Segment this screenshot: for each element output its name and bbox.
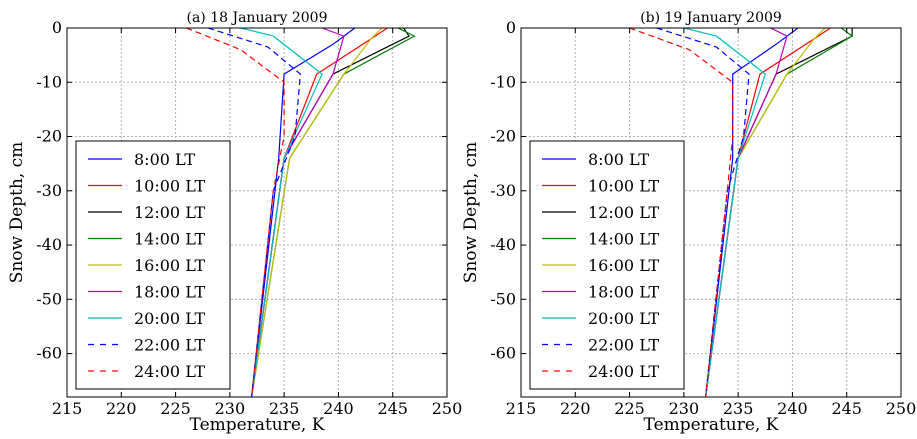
series-line-2000lt — [240, 28, 323, 397]
x-tick-label: 245 — [377, 399, 408, 418]
y-tick-label: -30 — [36, 181, 62, 200]
y-tick-label: 0 — [52, 18, 62, 37]
x-tick-label: 225 — [160, 399, 191, 418]
series-line-1800lt — [705, 28, 788, 397]
y-tick-label: 0 — [506, 18, 516, 37]
legend-label: 24:00 LT — [134, 362, 206, 381]
y-tick-label: -30 — [490, 181, 516, 200]
x-tick-label: 235 — [269, 399, 300, 418]
x-tick-label: 230 — [669, 399, 700, 418]
x-axis-label: Temperature, K — [190, 415, 325, 435]
x-axis-label: Temperature, K — [644, 415, 779, 435]
x-tick-label: 240 — [323, 399, 354, 418]
series-group — [186, 28, 416, 397]
legend-label: 8:00 LT — [588, 150, 649, 169]
chart-panel-b: 215 220 225 230 235 240 245 250 0 -10 -20 -30 -40 -50… — [461, 10, 916, 435]
legend-label: 18:00 LT — [588, 283, 660, 302]
series-group — [629, 28, 854, 397]
x-tick-label: 235 — [723, 399, 754, 418]
legend-label: 24:00 LT — [588, 362, 660, 381]
x-tick-label: 220 — [106, 399, 137, 418]
legend: 8:00 LT 10:00 LT 12:00 LT 14:00 LT 16:00 LT 1… — [75, 140, 231, 390]
x-tick-label: 245 — [831, 399, 862, 418]
y-tick-label: -20 — [36, 127, 62, 146]
x-tick-label: 250 — [432, 399, 463, 418]
y-axis-label: Snow Depth, cm — [461, 142, 481, 284]
series-line-800lt — [251, 28, 356, 397]
legend-label: 12:00 LT — [588, 203, 660, 222]
legend-label: 20:00 LT — [134, 309, 206, 328]
series-line-1600lt — [251, 28, 383, 397]
x-tick-label: 215 — [506, 399, 537, 418]
legend-label: 22:00 LT — [134, 336, 206, 355]
series-line-2200lt — [656, 28, 750, 397]
series-line-1600lt — [705, 28, 826, 397]
legend-label: 22:00 LT — [588, 336, 660, 355]
series-line-1400lt — [705, 28, 854, 397]
y-tick-label: -10 — [36, 72, 62, 91]
legend-label: 14:00 LT — [134, 230, 206, 249]
series-line-1400lt — [251, 28, 416, 397]
y-tick-label: -50 — [490, 289, 516, 308]
chart-title: (a) 18 January 2009 — [186, 10, 327, 26]
series-line-1200lt — [705, 28, 853, 397]
x-tick-label: 250 — [886, 399, 917, 418]
plot-frame — [66, 27, 448, 398]
series-line-2400lt — [629, 28, 734, 397]
x-tick-label: 225 — [614, 399, 645, 418]
legend-label: 10:00 LT — [134, 177, 206, 196]
y-tick-label: -10 — [490, 72, 516, 91]
plot-frame — [520, 27, 902, 398]
y-tick-label: -40 — [36, 235, 62, 254]
x-tick-label: 215 — [52, 399, 83, 418]
y-tick-label: -60 — [36, 344, 62, 363]
y-tick-label: -50 — [36, 289, 62, 308]
y-tick-label: -40 — [490, 235, 516, 254]
y-tick-label: -20 — [490, 127, 516, 146]
series-line-800lt — [705, 28, 799, 397]
series-line-1000lt — [705, 28, 831, 397]
series-line-2000lt — [683, 28, 767, 397]
legend: 8:00 LT 10:00 LT 12:00 LT 14:00 LT 16:00 LT 1… — [529, 140, 685, 390]
legend-label: 20:00 LT — [588, 309, 660, 328]
chart-panel-a: 215 220 225 230 235 240 245 250 0 -10 -20 -30 -40 -50… — [7, 10, 462, 435]
legend-label: 16:00 LT — [588, 256, 660, 275]
y-axis-label: Snow Depth, cm — [7, 142, 27, 284]
series-line-2200lt — [207, 28, 302, 397]
legend-label: 8:00 LT — [134, 150, 195, 169]
x-tick-label: 240 — [777, 399, 808, 418]
series-line-1800lt — [251, 28, 345, 397]
legend-label: 12:00 LT — [134, 203, 206, 222]
legend-label: 18:00 LT — [134, 283, 206, 302]
y-tick-label: -60 — [490, 344, 516, 363]
legend-label: 16:00 LT — [134, 256, 206, 275]
x-tick-label: 220 — [560, 399, 591, 418]
series-line-1200lt — [251, 28, 410, 397]
legend-label: 14:00 LT — [588, 230, 660, 249]
chart-title: (b) 19 January 2009 — [640, 10, 782, 26]
legend-label: 10:00 LT — [588, 177, 660, 196]
x-tick-label: 230 — [215, 399, 246, 418]
